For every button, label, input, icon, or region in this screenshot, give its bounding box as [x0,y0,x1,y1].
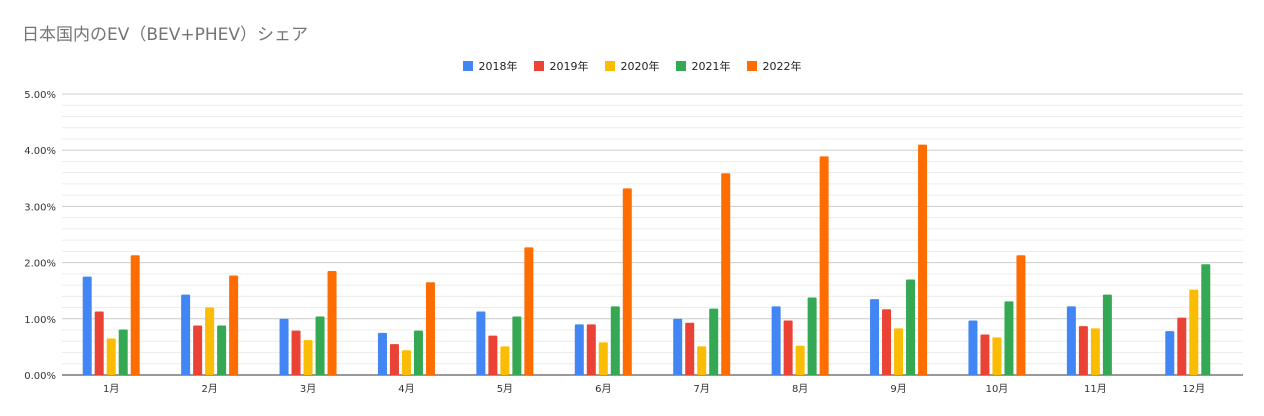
x-tick-label: 1月 [103,383,119,395]
bar-2021年-8月[interactable] [807,297,817,375]
bar-2018年-11月[interactable] [1066,306,1076,375]
bar-2020年-10月[interactable] [992,337,1002,375]
y-tick-label: 3.00% [24,202,56,213]
legend-label: 2020年 [620,60,660,73]
bar-2020年-12月[interactable] [1189,289,1199,375]
bar-2018年-3月[interactable] [279,318,289,375]
bar-2022年-10月[interactable] [1016,255,1026,375]
legend-label: 2022年 [762,60,802,73]
x-tick-label: 7月 [694,383,710,395]
x-tick-label: 8月 [792,383,808,395]
bar-2020年-6月[interactable] [598,342,608,375]
bar-2022年-9月[interactable] [918,144,928,375]
x-tick-label: 10月 [986,383,1009,395]
y-tick-label: 4.00% [24,146,56,157]
bar-2021年-6月[interactable] [610,306,620,375]
bar-2021年-7月[interactable] [709,308,719,375]
bar-2018年-9月[interactable] [870,299,880,375]
legend-label: 2021年 [691,60,731,73]
bar-2020年-3月[interactable] [303,340,313,375]
bar-2020年-4月[interactable] [401,350,411,375]
bar-2019年-12月[interactable] [1177,317,1187,375]
y-tick-label: 1.00% [24,315,56,326]
legend-label: 2019年 [549,60,589,73]
bar-2018年-4月[interactable] [377,332,387,375]
bar-2020年-7月[interactable] [697,346,707,375]
bar-2020年-5月[interactable] [500,346,510,375]
bar-2018年-5月[interactable] [476,311,486,375]
bar-2018年-2月[interactable] [181,294,191,375]
x-tick-label: 3月 [300,383,316,395]
bar-2022年-8月[interactable] [819,156,829,375]
legend-swatch [462,61,473,71]
bar-2019年-3月[interactable] [291,330,301,375]
legend-swatch [604,61,615,71]
y-tick-label: 0.00% [24,371,56,382]
bar-2020年-9月[interactable] [894,328,904,375]
bar-2021年-2月[interactable] [217,325,227,375]
bar-2018年-12月[interactable] [1165,331,1175,375]
x-tick-label: 5月 [497,383,513,395]
x-tick-label: 6月 [595,383,611,395]
legend: 2018年 2019年 2020年 2021年 2022年 [0,58,1264,74]
bar-2019年-6月[interactable] [586,324,596,375]
y-tick-label: 5.00% [24,90,56,101]
bar-2020年-11月[interactable] [1090,328,1100,375]
bar-2019年-1月[interactable] [94,311,104,375]
bar-2018年-1月[interactable] [82,276,92,375]
bar-2021年-3月[interactable] [315,316,325,375]
bar-2019年-9月[interactable] [882,309,892,375]
bar-2022年-6月[interactable] [622,188,632,375]
y-tick-label: 2.00% [24,259,56,270]
bar-2019年-4月[interactable] [389,344,399,375]
bar-2019年-7月[interactable] [685,322,695,375]
bar-2019年-5月[interactable] [488,335,498,375]
legend-item-2019[interactable]: 2019年 [533,58,589,74]
legend-item-2020[interactable]: 2020年 [604,58,660,74]
bar-2022年-3月[interactable] [327,271,337,375]
legend-item-2021[interactable]: 2021年 [675,58,731,74]
bar-2022年-1月[interactable] [130,255,140,375]
bar-2021年-1月[interactable] [118,329,128,375]
bar-2021年-10月[interactable] [1004,301,1014,375]
legend-item-2018[interactable]: 2018年 [462,58,518,74]
legend-label: 2018年 [478,60,518,73]
bar-2022年-4月[interactable] [425,282,435,375]
legend-swatch [746,61,757,71]
bar-2022年-7月[interactable] [721,173,731,375]
legend-swatch [675,61,686,71]
bar-2018年-6月[interactable] [574,324,584,375]
x-tick-label: 12月 [1182,383,1205,395]
bar-2018年-10月[interactable] [968,320,978,375]
bar-2022年-5月[interactable] [524,247,534,375]
bar-2021年-12月[interactable] [1201,264,1211,375]
bar-2021年-11月[interactable] [1102,294,1112,375]
bar-2019年-2月[interactable] [193,325,203,375]
bar-2019年-8月[interactable] [783,320,793,375]
bar-2018年-8月[interactable] [771,306,781,375]
bar-2021年-4月[interactable] [413,330,423,375]
x-tick-label: 11月 [1084,383,1107,395]
bar-2021年-5月[interactable] [512,316,522,375]
chart-title: 日本国内のEV（BEV+PHEV）シェア [22,25,309,45]
bar-2020年-2月[interactable] [205,307,215,375]
bar-2018年-7月[interactable] [673,318,683,375]
legend-item-2022[interactable]: 2022年 [746,58,802,74]
bar-2022年-2月[interactable] [229,275,239,375]
bar-2021年-9月[interactable] [906,279,916,375]
x-tick-label: 4月 [398,383,414,395]
bar-2019年-11月[interactable] [1078,326,1088,375]
bar-2020年-8月[interactable] [795,345,805,375]
x-tick-label: 9月 [890,383,906,395]
legend-swatch [533,61,544,71]
bar-2020年-1月[interactable] [106,338,116,375]
bar-2019年-10月[interactable] [980,334,990,375]
x-tick-label: 2月 [201,383,217,395]
